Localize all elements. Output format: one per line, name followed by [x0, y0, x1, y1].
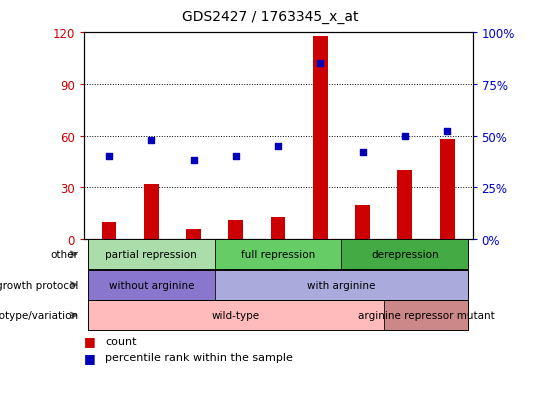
Text: other: other	[50, 249, 78, 259]
Text: with arginine: with arginine	[307, 280, 376, 290]
Text: derepression: derepression	[371, 249, 438, 259]
Text: arginine repressor mutant: arginine repressor mutant	[357, 311, 495, 320]
Bar	[186, 229, 201, 240]
Point	[232, 154, 240, 160]
Bar	[440, 140, 455, 240]
Text: ■: ■	[84, 334, 96, 347]
Bar	[355, 205, 370, 240]
Text: growth protocol: growth protocol	[0, 280, 78, 290]
Bar	[313, 36, 328, 240]
Text: genotype/variation: genotype/variation	[0, 311, 78, 320]
Bar	[271, 217, 286, 240]
Text: GDS2427 / 1763345_x_at: GDS2427 / 1763345_x_at	[182, 10, 358, 24]
Point	[401, 133, 409, 140]
Bar	[228, 221, 243, 240]
Point	[443, 129, 451, 135]
Bar	[144, 185, 159, 240]
Text: without arginine: without arginine	[109, 280, 194, 290]
Point	[316, 61, 325, 67]
Text: partial repression: partial repression	[105, 249, 197, 259]
Point	[359, 150, 367, 156]
Text: full repression: full repression	[241, 249, 315, 259]
Point	[274, 143, 282, 150]
Text: count: count	[105, 336, 137, 346]
Bar	[102, 222, 117, 240]
Point	[105, 154, 113, 160]
Text: percentile rank within the sample: percentile rank within the sample	[105, 352, 293, 362]
Point	[189, 158, 198, 164]
Point	[147, 137, 156, 144]
Bar	[397, 171, 412, 240]
Text: wild-type: wild-type	[212, 311, 260, 320]
Text: ■: ■	[84, 351, 96, 364]
